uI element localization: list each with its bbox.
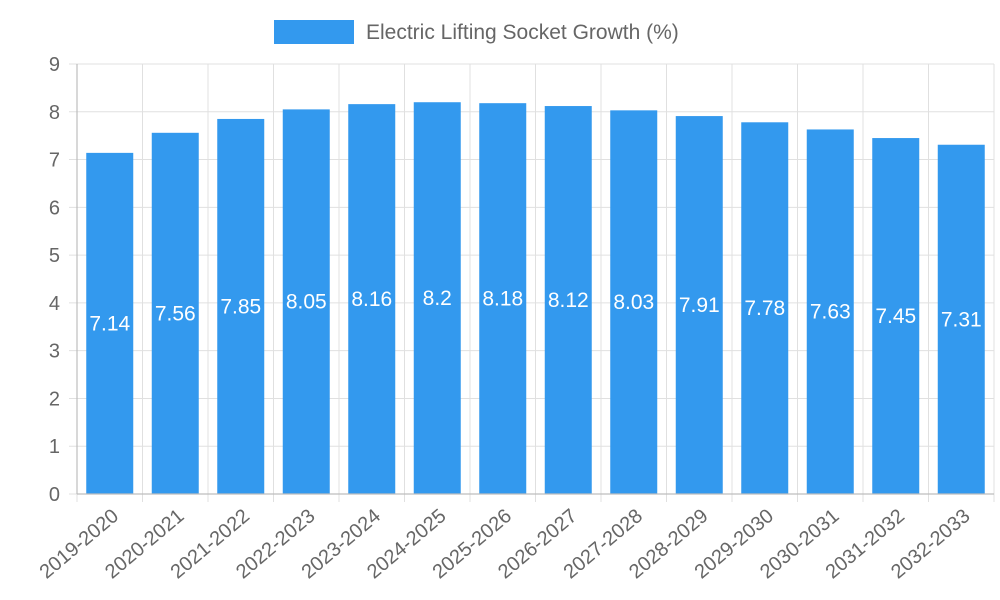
y-axis-ticks: 0 1 2 3 4 5 6 7 8 9	[49, 54, 60, 506]
y-tick-label: 3	[49, 341, 60, 363]
bar-value-label: 8.12	[548, 289, 589, 312]
bar-2027-2028[interactable]	[610, 110, 658, 494]
bar-2025-2026[interactable]	[479, 103, 527, 494]
y-tick-label: 7	[49, 150, 60, 172]
bar-value-label: 7.45	[875, 305, 916, 328]
x-axis-ticks: 2019-20202020-20212021-20222022-20232023…	[36, 505, 975, 583]
bar-value-label: 7.63	[810, 301, 851, 324]
legend-label: Electric Lifting Socket Growth (%)	[366, 21, 679, 44]
bar-value-label: 7.78	[744, 297, 785, 320]
bar-2026-2027[interactable]	[544, 106, 592, 495]
bar-value-label: 8.18	[482, 288, 523, 311]
legend[interactable]: Electric Lifting Socket Growth (%)	[274, 20, 679, 44]
bar-value-label: 8.03	[613, 291, 654, 314]
y-tick-label: 1	[49, 436, 60, 458]
legend-swatch	[274, 20, 354, 44]
y-tick-label: 5	[49, 245, 60, 267]
y-tick-label: 6	[49, 197, 60, 219]
bar-2019-2020[interactable]	[86, 152, 134, 494]
bar-value-label: 7.56	[155, 302, 196, 325]
bar-value-label: 7.14	[89, 312, 130, 335]
bar-value-label: 7.85	[220, 295, 261, 318]
y-tick-label: 8	[49, 102, 60, 124]
y-tick-label: 4	[49, 293, 60, 315]
bar-2032-2033[interactable]	[937, 144, 985, 494]
bar-2021-2022[interactable]	[217, 118, 265, 494]
bar-2022-2023[interactable]	[282, 109, 330, 494]
y-tick-label: 2	[49, 388, 60, 410]
bar-2029-2030[interactable]	[741, 122, 789, 495]
gridlines	[69, 63, 995, 502]
bar-value-label: 7.31	[941, 308, 982, 331]
bars	[86, 102, 985, 495]
bar-2031-2032[interactable]	[872, 138, 920, 495]
bar-value-label: 8.16	[351, 288, 392, 311]
bar-2020-2021[interactable]	[151, 132, 199, 495]
y-tick-label: 9	[49, 54, 60, 76]
bar-value-label: 8.2	[423, 287, 452, 310]
y-tick-label: 0	[49, 484, 60, 506]
bar-value-labels: 7.14 7.56 7.85 8.05 8.16 8.2 8.18 8.12 8.03 7.91 7…	[89, 287, 981, 335]
bar-value-label: 8.05	[286, 291, 327, 314]
bar-2023-2024[interactable]	[348, 104, 396, 494]
bar-2028-2029[interactable]	[675, 116, 723, 495]
bar-value-label: 7.91	[679, 294, 720, 317]
bar-2030-2031[interactable]	[806, 129, 854, 494]
bar-2024-2025[interactable]	[413, 102, 461, 494]
